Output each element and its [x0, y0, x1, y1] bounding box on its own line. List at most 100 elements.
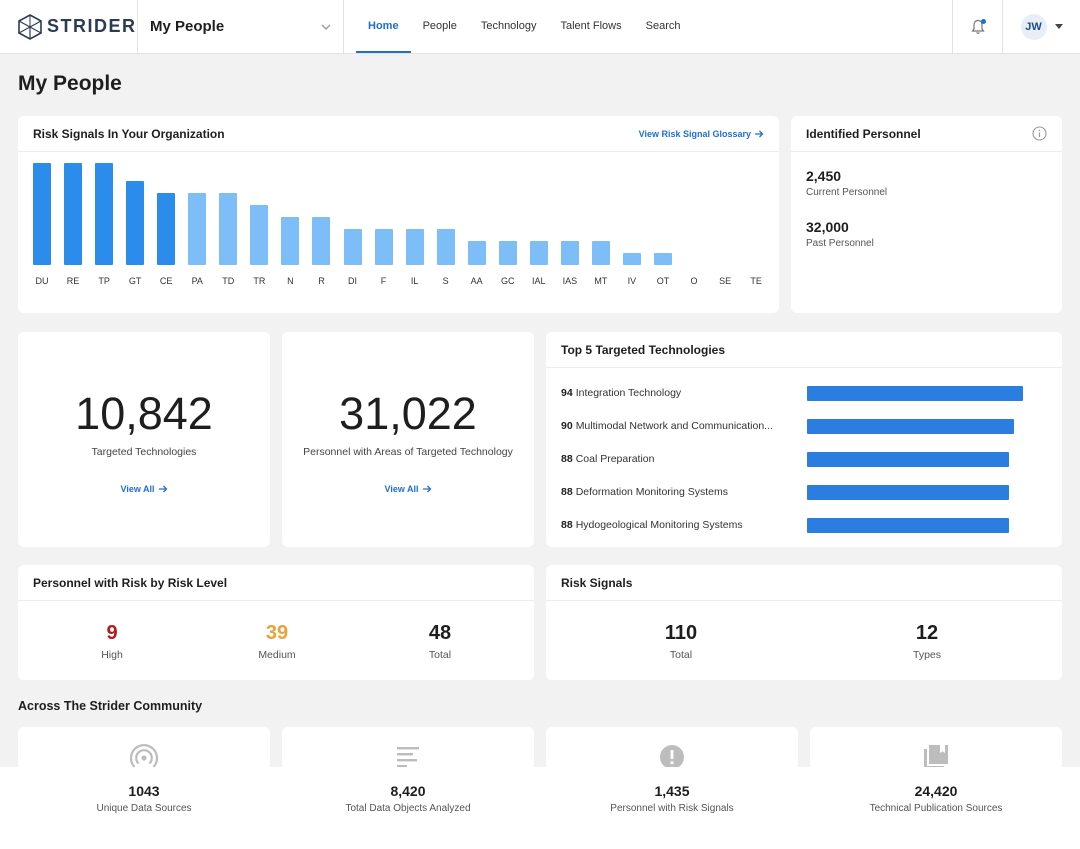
chart-bar-td[interactable]: [219, 193, 238, 265]
tech-row[interactable]: 88 Deformation Monitoring Systems: [561, 484, 1061, 500]
notifications-button[interactable]: [952, 0, 1002, 53]
view-glossary-link[interactable]: View Risk Signal Glossary: [639, 129, 764, 139]
personnel-targeted-label: Personnel with Areas of Targeted Technol…: [303, 446, 513, 458]
bell-icon: [970, 19, 985, 34]
chart-bar-tp[interactable]: [95, 163, 114, 265]
chart-bar-tr[interactable]: [250, 205, 269, 265]
community-stat-publications: 24,420 Technical Publication Sources: [810, 783, 1062, 814]
chart-tick-label: R: [318, 276, 325, 286]
chart-tick-label: O: [690, 276, 698, 286]
tech-score-bar: [807, 451, 1009, 467]
chart-tick-label: TR: [253, 276, 266, 286]
chart-tick-label: TE: [750, 276, 762, 286]
tech-label: 90 Multimodal Network and Communication..…: [561, 420, 791, 432]
nav-talent-flows[interactable]: Talent Flows: [560, 19, 622, 32]
tech-name: Integration Technology: [575, 387, 682, 399]
chart-bar-gc[interactable]: [498, 241, 517, 265]
tech-score: 90: [561, 420, 573, 432]
chart-tick-label: IAL: [532, 276, 546, 286]
chart-bar-mt[interactable]: [591, 241, 610, 265]
tech-row[interactable]: 88 Hydogeological Monitoring Systems: [561, 517, 1061, 533]
risk-signal-bar-chart: DU RE TP GT CE PA TD TR N R DI F IL S AA GC IAL IAS MT IV OT…: [18, 116, 779, 313]
community-stat-data-sources: 1043 Unique Data Sources: [18, 783, 270, 814]
chart-tick-label: PA: [191, 276, 203, 286]
current-personnel-value: 2,450: [806, 168, 842, 184]
chart-bar-il[interactable]: [405, 229, 424, 265]
info-icon[interactable]: [1032, 126, 1047, 141]
chart-bar-aa[interactable]: [467, 241, 486, 265]
chart-bar-r[interactable]: [312, 217, 331, 265]
people-selector[interactable]: My People: [138, 0, 344, 53]
chart-tick-label: N: [287, 276, 294, 286]
tech-row[interactable]: 88 Coal Preparation: [561, 451, 1061, 467]
chart-bar-ce[interactable]: [157, 193, 176, 265]
chart-tick-label: AA: [470, 276, 483, 286]
risk-signals-types-stat: 12 Types: [867, 622, 987, 661]
chart-bar-ias[interactable]: [560, 241, 579, 265]
risk-medium-value: 39: [265, 622, 289, 644]
chart-bar-f[interactable]: [374, 229, 393, 265]
chart-bar-pa[interactable]: [188, 193, 207, 265]
risk-high-label: High: [101, 649, 123, 661]
user-menu[interactable]: JW: [1002, 0, 1080, 53]
tech-score: 88: [561, 519, 573, 531]
nav-search[interactable]: Search: [645, 19, 681, 32]
chart-bar-ial[interactable]: [529, 241, 548, 265]
view-all-personnel-link[interactable]: View All: [384, 484, 431, 494]
stat-value: 1043: [128, 783, 160, 799]
chart-tick-label: DI: [348, 276, 357, 286]
tech-name: Deformation Monitoring Systems: [575, 486, 728, 498]
chart-bar-du[interactable]: [33, 163, 51, 265]
chart-bar-s[interactable]: [436, 229, 455, 265]
community-section-title: Across The Strider Community: [18, 699, 203, 713]
nav-people[interactable]: People: [422, 19, 457, 32]
chart-bar-gt[interactable]: [126, 181, 145, 265]
nav-technology[interactable]: Technology: [480, 19, 537, 32]
link-label: View Risk Signal Glossary: [638, 128, 751, 139]
chart-bar-di[interactable]: [343, 229, 362, 265]
caret-down-icon: [1054, 24, 1063, 29]
community-stat-risk-personnel: 1,435 Personnel with Risk Signals: [546, 783, 798, 814]
personnel-targeted-tech-card: 31,022 Personnel with Areas of Targeted …: [282, 332, 534, 547]
stat-label: Total Data Objects Analyzed: [345, 803, 471, 814]
targeted-technologies-label: Targeted Technologies: [91, 446, 197, 458]
notification-dot: [981, 19, 986, 24]
chart-tick-label: RE: [66, 276, 80, 286]
strider-logo-icon: [18, 13, 42, 40]
top-technologies-card: Top 5 Targeted Technologies 94 Integratio…: [546, 332, 1062, 547]
stat-label: Unique Data Sources: [96, 803, 192, 814]
link-label: View All: [384, 484, 419, 494]
tech-score: 88: [561, 453, 573, 465]
chart-tick-label: MT: [594, 276, 608, 286]
nav-home[interactable]: Home: [356, 0, 411, 53]
chart-bar-re[interactable]: [64, 163, 83, 265]
chart-tick-label: IV: [627, 276, 637, 286]
risk-total-value: 48: [428, 622, 452, 644]
chart-tick-label: TD: [222, 276, 235, 286]
identified-personnel-card: Identified Personnel 2,450 Current Perso…: [791, 116, 1062, 313]
chart-tick-label: F: [380, 276, 387, 286]
stat-value: 24,420: [914, 783, 958, 799]
tech-score-bar: [807, 484, 1009, 500]
tech-score: 88: [561, 486, 573, 498]
risk-signals-total-label: Total: [669, 649, 693, 661]
tech-label: 88 Coal Preparation: [561, 453, 791, 465]
community-card-data-objects: [282, 727, 534, 768]
tech-label: 88 Deformation Monitoring Systems: [561, 486, 791, 498]
card-title: Risk Signals: [561, 575, 633, 590]
brand[interactable]: STRIDER: [0, 0, 138, 53]
risk-signals-types-value: 12: [915, 622, 939, 644]
card-title: Top 5 Targeted Technologies: [561, 342, 726, 357]
chart-tick-label: CE: [159, 276, 173, 286]
arrow-right-icon: [158, 485, 167, 493]
tech-label: 88 Hydogeological Monitoring Systems: [561, 519, 791, 531]
chart-bar-n[interactable]: [281, 217, 300, 265]
risk-signals-stats-card: Risk Signals 110 Total 12 Types: [546, 565, 1062, 680]
tech-row[interactable]: 94 Integration Technology: [561, 385, 1061, 401]
tech-row[interactable]: 90 Multimodal Network and Communication..…: [561, 418, 1061, 434]
chart-bar-ot[interactable]: [654, 253, 672, 265]
tech-name: Hydogeological Monitoring Systems: [575, 519, 743, 531]
chart-bar-iv[interactable]: [622, 253, 641, 265]
tech-score: 94: [561, 387, 573, 399]
view-all-technologies-link[interactable]: View All: [120, 484, 167, 494]
